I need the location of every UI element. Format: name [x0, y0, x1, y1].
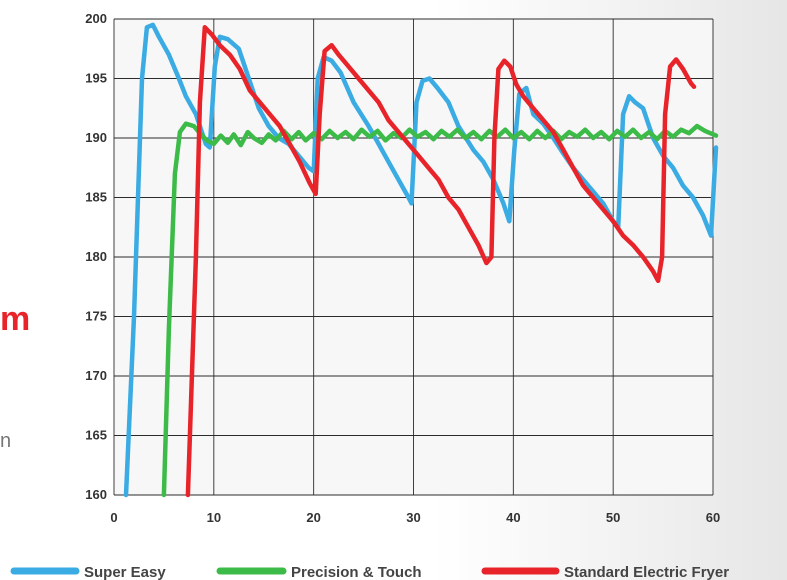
y-tick-label: 160: [85, 487, 107, 502]
series-layer: [123, 22, 719, 498]
x-axis-ticks: 0 10 20 30 40 50 60: [110, 510, 720, 525]
y-tick-label: 200: [85, 11, 107, 26]
cropped-body-text-fragment: n: [0, 430, 12, 452]
y-tick-label: 170: [85, 368, 107, 383]
x-tick-label: 10: [207, 510, 221, 525]
y-tick-label: 165: [85, 428, 107, 443]
y-tick-label: 175: [85, 309, 107, 324]
series-line-super-easy: [123, 22, 719, 498]
x-tick-label: 40: [506, 510, 520, 525]
y-tick-label: 195: [85, 71, 107, 86]
y-tick-label: 180: [85, 249, 107, 264]
y-axis-ticks: 160 165 170 175 180 185 190 195 200: [85, 11, 107, 502]
x-tick-label: 0: [110, 510, 117, 525]
legend: Super Easy Precision & Touch Standard Elec…: [10, 564, 729, 580]
x-tick-label: 30: [406, 510, 420, 525]
x-tick-label: 60: [706, 510, 720, 525]
y-tick-label: 190: [85, 130, 107, 145]
series-line-precision-touch: [161, 121, 719, 498]
legend-label: Super Easy: [84, 564, 166, 580]
x-tick-label: 20: [306, 510, 320, 525]
x-tick-label: 50: [606, 510, 620, 525]
legend-label: Standard Electric Fryer: [564, 564, 729, 580]
series-line-standard-electric-fryer: [185, 25, 697, 498]
cropped-heading-fragment: m: [0, 300, 31, 338]
y-tick-label: 185: [85, 190, 107, 205]
legend-label: Precision & Touch: [291, 564, 422, 580]
